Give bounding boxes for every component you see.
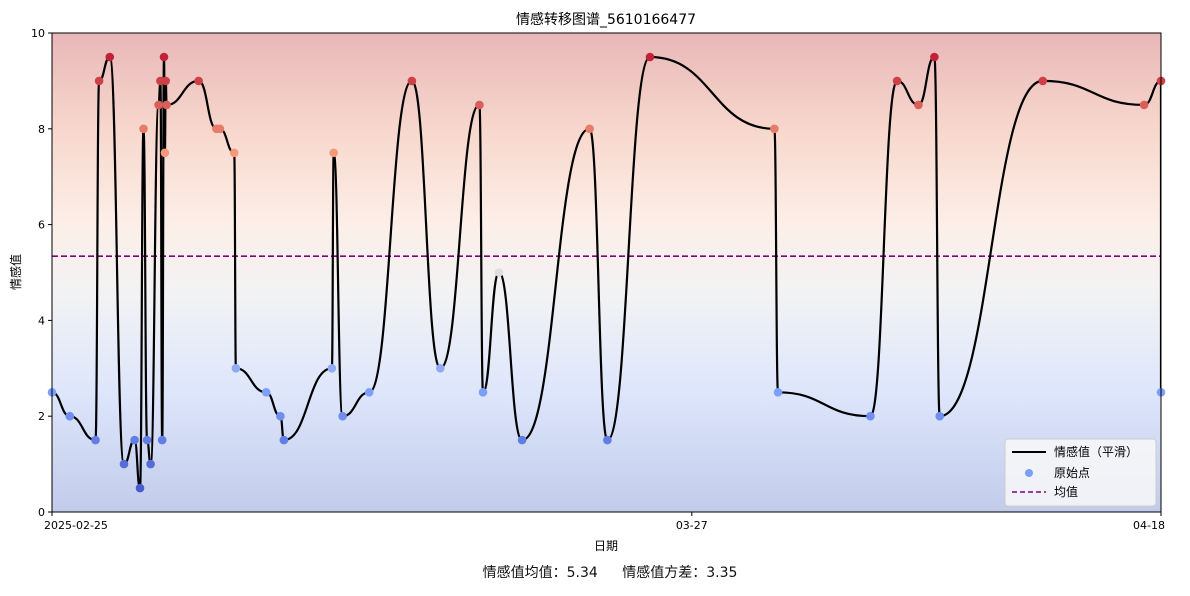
data-point <box>215 124 225 134</box>
data-point <box>914 100 923 110</box>
data-point <box>105 52 115 62</box>
x-axis-label: 日期 <box>594 539 618 553</box>
x-tick-label: 04-18 <box>1133 519 1165 532</box>
y-tick-label: 2 <box>38 410 45 423</box>
data-point <box>229 148 239 158</box>
data-point <box>130 435 139 445</box>
plot-background <box>52 33 1161 512</box>
data-point <box>930 52 939 62</box>
data-point <box>146 459 155 469</box>
data-point <box>276 411 285 421</box>
legend: 情感值（平滑） 原始点 均值 <box>1004 438 1157 507</box>
x-tick-label: 2025-02-25 <box>44 519 108 532</box>
data-point <box>494 268 504 277</box>
data-point <box>159 52 169 62</box>
data-point <box>603 435 612 445</box>
y-tick-label: 4 <box>38 314 45 327</box>
data-point <box>160 148 170 158</box>
legend-label-smooth: 情感值（平滑） <box>1054 444 1138 459</box>
data-point <box>436 364 445 373</box>
data-point <box>161 76 170 86</box>
chart-title: 情感转移图谱_5610166477 <box>516 11 696 28</box>
data-point <box>892 76 902 86</box>
data-point <box>866 411 875 421</box>
data-point <box>65 411 75 421</box>
x-tick-label: 03-27 <box>676 519 708 532</box>
data-point <box>1038 76 1048 86</box>
data-point <box>517 435 527 445</box>
data-point <box>770 124 779 134</box>
data-point <box>935 411 944 421</box>
plot-frame <box>51 32 1162 513</box>
stats-footer: 情感值均值：5.34 情感值方差：3.35 <box>0 562 1190 582</box>
data-point <box>157 435 167 445</box>
data-point <box>279 435 289 445</box>
y-tick-label: 0 <box>38 506 45 519</box>
data-point <box>338 411 347 421</box>
legend-label-points: 原始点 <box>1054 466 1090 480</box>
data-point <box>194 76 203 86</box>
data-point <box>135 483 145 493</box>
y-tick-label: 10 <box>31 27 45 40</box>
mean-stat: 情感值均值：5.34 <box>482 565 598 581</box>
y-axis-label: 情感值 <box>8 254 23 290</box>
data-point <box>162 100 171 110</box>
data-point <box>142 435 152 445</box>
data-point <box>1139 100 1149 110</box>
variance-stat: 情感值方差：3.35 <box>622 565 738 581</box>
data-point <box>119 459 129 469</box>
data-point <box>154 100 163 110</box>
data-point <box>231 364 241 373</box>
legend-label-mean: 均值 <box>1054 484 1078 499</box>
data-point <box>327 364 337 373</box>
data-point <box>329 148 339 158</box>
data-point <box>478 388 488 397</box>
data-point <box>139 124 148 134</box>
y-tick-label: 8 <box>38 123 45 136</box>
data-point <box>91 435 100 445</box>
data-point <box>261 388 271 397</box>
data-point <box>585 124 594 134</box>
legend-dot-swatch <box>1025 469 1033 477</box>
data-point <box>364 388 374 397</box>
data-point <box>94 76 104 86</box>
data-point <box>773 388 783 397</box>
data-point <box>475 100 484 110</box>
data-point <box>407 76 417 86</box>
y-tick-label: 6 <box>38 219 45 232</box>
legend-box <box>1004 438 1157 507</box>
data-point <box>645 52 655 62</box>
smooth-series-line <box>52 55 1161 490</box>
